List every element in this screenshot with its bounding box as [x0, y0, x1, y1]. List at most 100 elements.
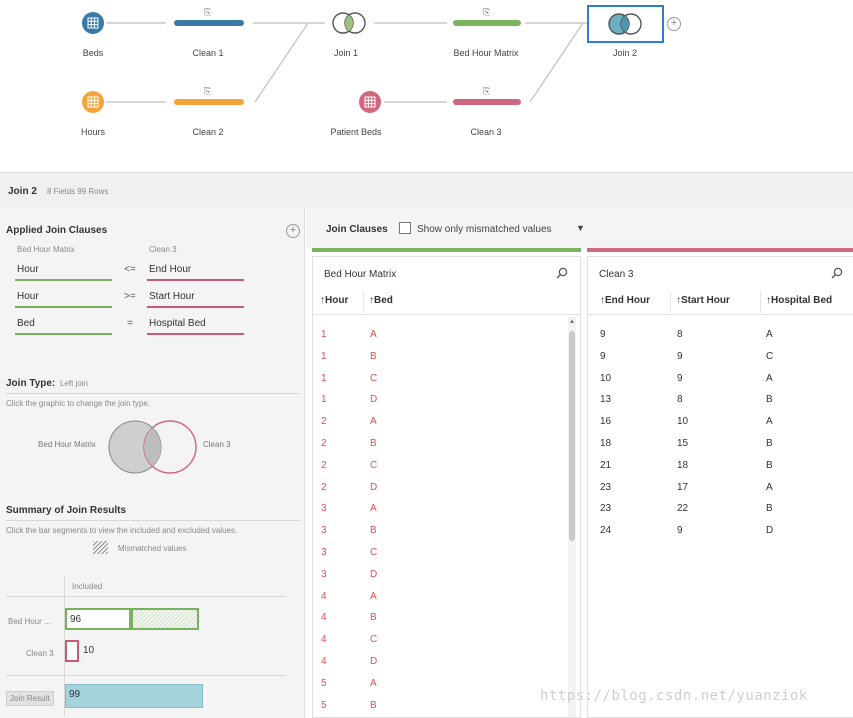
clause-operator[interactable]: >= [124, 291, 136, 302]
join2-node-icon[interactable] [606, 11, 644, 37]
clause-right-field[interactable]: End Hour [149, 264, 192, 275]
table-cell[interactable]: 1 [321, 329, 327, 340]
table-cell[interactable]: B [370, 525, 377, 537]
table-cell[interactable]: 4 [321, 590, 327, 602]
table-cell[interactable]: 2 [321, 438, 327, 449]
bed-hour-matrix-node-bar[interactable] [453, 20, 521, 26]
column-header[interactable]: ↑End Hour [600, 295, 650, 306]
show-mismatched-label[interactable]: Show only mismatched values [417, 224, 552, 235]
table-cell[interactable]: C [370, 634, 378, 646]
table-cell[interactable]: 18 [677, 459, 689, 471]
clause-right-field[interactable]: Start Hour [149, 291, 195, 302]
table-cell[interactable]: C [370, 459, 378, 471]
table-cell[interactable]: A [370, 503, 377, 515]
column-header[interactable]: ↑Start Hour [676, 295, 730, 306]
table-cell[interactable]: 2 [321, 481, 327, 493]
table-cell[interactable]: D [370, 568, 378, 580]
clean1-node-bar[interactable] [174, 20, 244, 26]
table-cell[interactable]: B [370, 438, 377, 449]
table-cell[interactable]: 21 [600, 459, 612, 471]
table-cell[interactable]: 3 [321, 547, 327, 558]
clause-operator[interactable]: = [127, 318, 133, 329]
table-cell[interactable]: B [766, 503, 773, 515]
table-cell[interactable]: 9 [677, 350, 683, 362]
add-step-plus-icon[interactable]: + [667, 17, 681, 31]
table-cell[interactable]: B [766, 394, 773, 406]
join-result-bar[interactable]: 99 [65, 684, 203, 708]
table-cell[interactable]: 24 [600, 525, 612, 537]
table-cell[interactable]: 9 [600, 350, 606, 362]
search-icon[interactable] [556, 267, 568, 279]
show-mismatched-checkbox[interactable] [399, 222, 411, 234]
table-cell[interactable]: 2 [321, 416, 327, 428]
hours-node-icon[interactable] [82, 91, 104, 113]
table-cell[interactable]: 18 [600, 438, 612, 449]
table-cell[interactable]: 2 [321, 459, 327, 471]
table-cell[interactable]: 23 [600, 503, 612, 515]
scrollbar-thumb[interactable] [569, 331, 575, 541]
table-cell[interactable]: 5 [321, 699, 327, 711]
join1-node-icon[interactable] [330, 11, 368, 35]
patient-beds-node-icon[interactable] [359, 91, 381, 113]
table-cell[interactable]: A [370, 677, 377, 689]
table-cell[interactable]: D [766, 525, 774, 537]
table-cell[interactable]: C [370, 547, 378, 558]
table-cell[interactable]: 23 [600, 481, 612, 493]
table-cell[interactable]: 1 [321, 350, 327, 362]
clause-left-field[interactable]: Hour [17, 264, 39, 275]
table-cell[interactable]: 3 [321, 503, 327, 515]
chevron-down-icon[interactable]: ▼ [576, 223, 585, 233]
included-bar-segment[interactable] [65, 640, 79, 662]
table-cell[interactable]: 1 [321, 394, 327, 406]
table-cell[interactable]: B [370, 612, 377, 624]
table-cell[interactable]: 4 [321, 656, 327, 667]
table-cell[interactable]: 1 [321, 372, 327, 384]
table-cell[interactable]: 13 [600, 394, 612, 406]
column-header[interactable]: ↑Bed [369, 295, 393, 306]
table-cell[interactable]: 9 [677, 372, 683, 384]
table-cell[interactable]: B [766, 438, 773, 449]
table-cell[interactable]: 4 [321, 612, 327, 624]
scroll-up-icon[interactable]: ▲ [569, 319, 575, 325]
table-cell[interactable]: D [370, 656, 378, 667]
table-cell[interactable]: 8 [677, 329, 683, 340]
clean3-node-bar[interactable] [453, 99, 521, 105]
table-cell[interactable]: C [766, 350, 774, 362]
clause-right-field[interactable]: Hospital Bed [149, 318, 206, 329]
table-cell[interactable]: 10 [677, 416, 689, 428]
table-cell[interactable]: D [370, 481, 378, 493]
clause-left-field[interactable]: Hour [17, 291, 39, 302]
table-cell[interactable]: 4 [321, 634, 327, 646]
table-cell[interactable]: 8 [677, 394, 683, 406]
beds-node-icon[interactable] [82, 12, 104, 34]
table-cell[interactable]: 5 [321, 677, 327, 689]
table-cell[interactable]: A [766, 416, 773, 428]
table-cell[interactable]: 9 [600, 329, 606, 340]
table-cell[interactable]: 22 [677, 503, 689, 515]
included-bar-segment[interactable]: 96 [65, 608, 131, 630]
clause-operator[interactable]: <= [124, 264, 136, 275]
table-cell[interactable]: A [370, 416, 377, 428]
table-cell[interactable]: A [370, 590, 377, 602]
clause-left-field[interactable]: Bed [17, 318, 35, 329]
join-type-venn-diagram[interactable] [108, 418, 200, 476]
table-cell[interactable]: B [766, 459, 773, 471]
table-cell[interactable]: 9 [677, 525, 683, 537]
excluded-bar-segment[interactable] [131, 608, 199, 630]
column-header[interactable]: ↑Hour [320, 295, 349, 306]
table-cell[interactable]: C [370, 372, 378, 384]
table-cell[interactable]: 15 [677, 438, 689, 449]
table-cell[interactable]: 10 [600, 372, 612, 384]
search-icon[interactable] [831, 267, 843, 279]
table-cell[interactable]: B [370, 699, 377, 711]
table-cell[interactable]: B [370, 350, 377, 362]
table-cell[interactable]: D [370, 394, 378, 406]
table-cell[interactable]: A [766, 329, 773, 340]
table-cell[interactable]: A [766, 372, 773, 384]
table-cell[interactable]: A [766, 481, 773, 493]
table-cell[interactable]: 16 [600, 416, 612, 428]
table-cell[interactable]: 3 [321, 568, 327, 580]
table-cell[interactable]: 3 [321, 525, 327, 537]
table-cell[interactable]: 17 [677, 481, 689, 493]
clean2-node-bar[interactable] [174, 99, 244, 105]
